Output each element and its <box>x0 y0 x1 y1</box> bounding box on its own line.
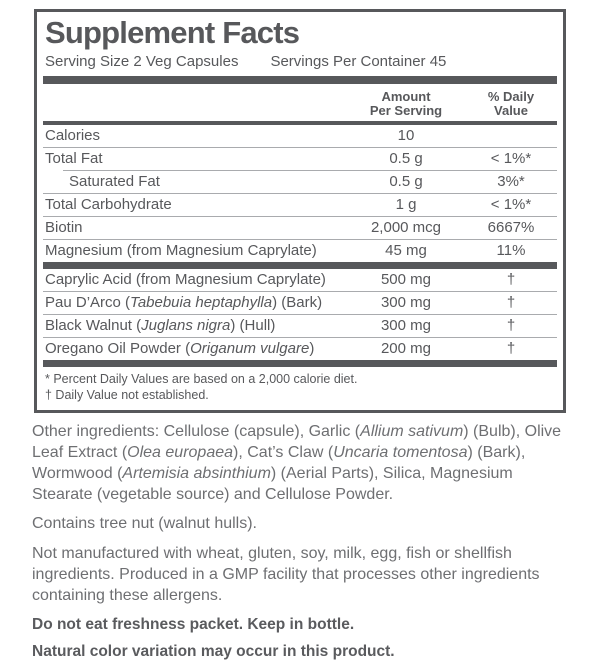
row-divider <box>43 336 557 338</box>
nutrient-daily-value: 3%* <box>497 172 525 190</box>
nutrient-name: Caprylic Acid (from Magnesium Caprylate) <box>45 270 326 288</box>
table-row-pau-darco: Pau D’Arco (Tabebuia heptaphylla) (Bark)… <box>43 292 557 314</box>
nutrient-amount: 10 <box>397 126 415 144</box>
nutrient-daily-value: † <box>506 270 516 288</box>
table-row-saturated-fat: Saturated Fat 0.5 g 3%* <box>43 171 557 193</box>
footnote-not-established: † Daily Value not established. <box>45 387 209 402</box>
nutrient-name: Pau D’Arco (Tabebuia heptaphylla) (Bark) <box>45 293 323 311</box>
table-row-magnesium: Magnesium (from Magnesium Caprylate) 45 … <box>43 240 557 262</box>
divider-thick-section <box>43 261 557 269</box>
nutrient-name: Black Walnut (Juglans nigra) (Hull) <box>45 316 276 334</box>
nutrient-amount: 300 mg <box>380 316 432 334</box>
nutrient-name: Total Carbohydrate <box>45 195 172 213</box>
divider-thick-footnote <box>43 359 557 367</box>
nutrient-daily-value: 11% <box>496 241 526 259</box>
supplement-facts-panel: Supplement Facts Serving Size 2 Veg Caps… <box>34 9 566 414</box>
servings-per-container: Servings Per Container 45 <box>270 52 447 70</box>
nutrient-amount: 1 g <box>395 195 417 213</box>
nutrient-amount: 300 mg <box>380 293 432 311</box>
table-row-total-fat: Total Fat 0.5 g < 1%* <box>43 148 557 170</box>
nutrient-daily-value: † <box>506 293 516 311</box>
table-row-calories: Calories 10 <box>43 125 557 147</box>
row-divider-indented <box>63 169 557 171</box>
panel-title: Supplement Facts <box>45 15 300 50</box>
footnotes: * Percent Daily Values are based on a 2,… <box>43 367 557 404</box>
nutrient-amount: 0.5 g <box>389 172 423 190</box>
table-row-biotin: Biotin 2,000 mcg 6667% <box>43 217 557 239</box>
nutrient-name: Calories <box>45 126 101 144</box>
serving-size: Serving Size 2 Veg Capsules <box>45 52 239 70</box>
nutrient-amount: 500 mg <box>380 270 432 288</box>
color-variation-note: Natural color variation may occur in thi… <box>32 642 395 660</box>
row-divider <box>43 238 557 240</box>
table-row-total-carbohydrate: Total Carbohydrate 1 g < 1%* <box>43 194 557 216</box>
table-row-oregano-oil: Oregano Oil Powder (Origanum vulgare) 20… <box>43 338 557 360</box>
nutrient-amount: 0.5 g <box>389 149 423 167</box>
nutrient-name: Magnesium (from Magnesium Caprylate) <box>45 241 317 259</box>
row-divider <box>43 313 557 315</box>
nutrient-name: Oregano Oil Powder (Origanum vulgare) <box>45 339 315 357</box>
nutrient-amount: 200 mg <box>380 339 432 357</box>
footnote-daily-values: * Percent Daily Values are based on a 2,… <box>45 371 358 386</box>
nutrient-name: Saturated Fat <box>69 172 160 190</box>
nutrient-daily-value: < 1%* <box>490 149 532 167</box>
nutrient-daily-value: † <box>506 316 516 334</box>
allergen-note: Not manufactured with wheat, gluten, soy… <box>32 545 540 604</box>
contains-note: Contains tree nut (walnut hulls). <box>32 515 257 533</box>
nutrient-daily-value: < 1%* <box>490 195 532 213</box>
table-row-caprylic-acid: Caprylic Acid (from Magnesium Caprylate)… <box>43 269 557 291</box>
row-divider <box>43 192 557 194</box>
row-divider <box>43 215 557 217</box>
freshness-packet-warning: Do not eat freshness packet. Keep in bot… <box>32 616 355 634</box>
column-header-amount: Amount Per Serving <box>369 88 443 118</box>
nutrient-name: Biotin <box>45 218 83 236</box>
column-header-daily-value: % Daily Value <box>487 88 535 118</box>
column-headers: Amount Per Serving % Daily Value <box>43 84 557 121</box>
label-body-text: Other ingredients: Cellulose (capsule), … <box>32 422 570 662</box>
table-row-black-walnut: Black Walnut (Juglans nigra) (Hull) 300 … <box>43 315 557 337</box>
nutrient-amount: 2,000 mcg <box>370 218 442 236</box>
divider-thick-top <box>43 75 557 84</box>
nutrient-daily-value: † <box>506 339 516 357</box>
nutrient-name: Total Fat <box>45 149 103 167</box>
nutrient-amount: 45 mg <box>385 241 427 259</box>
serving-info: Serving Size 2 Veg Capsules Servings Per … <box>43 50 557 76</box>
divider-medium-header <box>43 120 557 125</box>
nutrient-daily-value: 6667% <box>487 218 535 236</box>
row-divider <box>43 290 557 292</box>
other-ingredients-paragraph: Other ingredients: Cellulose (capsule), … <box>32 423 562 503</box>
row-divider <box>43 146 557 148</box>
